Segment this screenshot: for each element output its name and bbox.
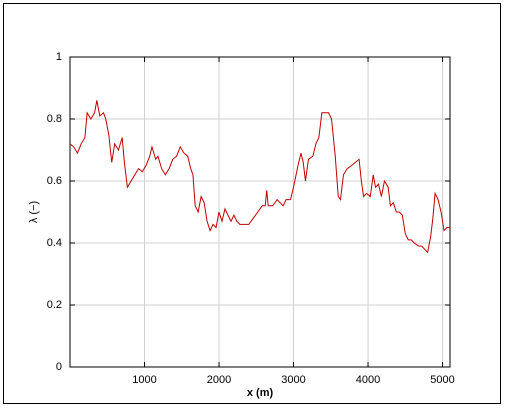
y-tick-label: 0.4 (47, 237, 62, 249)
y-tick-label: 0 (56, 361, 62, 373)
x-tick-label: 2000 (207, 374, 231, 386)
data-line (69, 100, 450, 254)
y-axis-label: λ (−) (28, 201, 40, 223)
y-tick-label: 0.2 (47, 299, 62, 311)
x-tick-label: 1000 (132, 374, 156, 386)
plot-frame (69, 56, 451, 368)
x-tick-label: 4000 (356, 374, 380, 386)
x-axis-label: x (m) (247, 387, 274, 399)
y-tick-label: 0.6 (47, 175, 62, 187)
y-tick-label: 1 (56, 51, 62, 63)
y-tick-label: 0.8 (47, 113, 62, 125)
x-tick-label: 5000 (430, 374, 454, 386)
frame (3, 3, 501, 404)
x-tick-label: 3000 (281, 374, 305, 386)
